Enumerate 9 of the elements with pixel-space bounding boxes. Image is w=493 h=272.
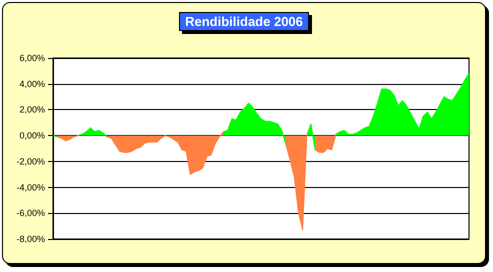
y-tick-label: -8,00% bbox=[16, 234, 45, 244]
y-tick-label: 4,00% bbox=[19, 78, 45, 89]
y-tick-label: -4,00% bbox=[16, 182, 45, 192]
y-tick-label: 6,00% bbox=[19, 53, 45, 63]
y-tick-label: -6,00% bbox=[16, 208, 45, 218]
y-tick-label: 2,00% bbox=[19, 104, 45, 115]
chart-title: Rendibilidade 2006 bbox=[185, 14, 303, 29]
y-tick-label: 0,00% bbox=[19, 130, 45, 141]
y-tick-label: -2,00% bbox=[16, 156, 45, 166]
